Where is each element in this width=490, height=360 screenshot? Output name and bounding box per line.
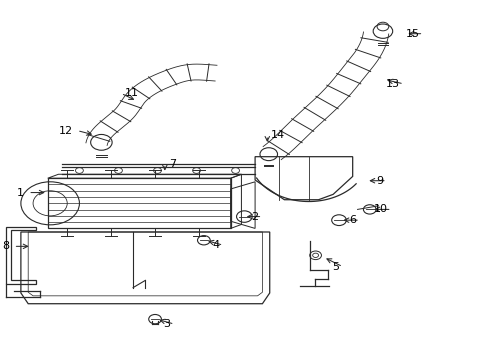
Text: 6: 6 (349, 215, 356, 225)
Text: 8: 8 (2, 241, 10, 251)
Text: 7: 7 (169, 159, 176, 169)
Text: 13: 13 (386, 79, 400, 89)
Text: 14: 14 (271, 130, 285, 140)
Text: 2: 2 (251, 212, 259, 221)
Text: 11: 11 (125, 88, 139, 98)
Text: 5: 5 (332, 262, 339, 272)
Text: 1: 1 (17, 188, 24, 198)
Text: 9: 9 (376, 176, 383, 186)
Text: 15: 15 (406, 29, 419, 39)
Text: 4: 4 (212, 240, 220, 250)
Text: 3: 3 (164, 319, 171, 329)
Text: 10: 10 (374, 204, 388, 215)
Text: 12: 12 (59, 126, 73, 135)
